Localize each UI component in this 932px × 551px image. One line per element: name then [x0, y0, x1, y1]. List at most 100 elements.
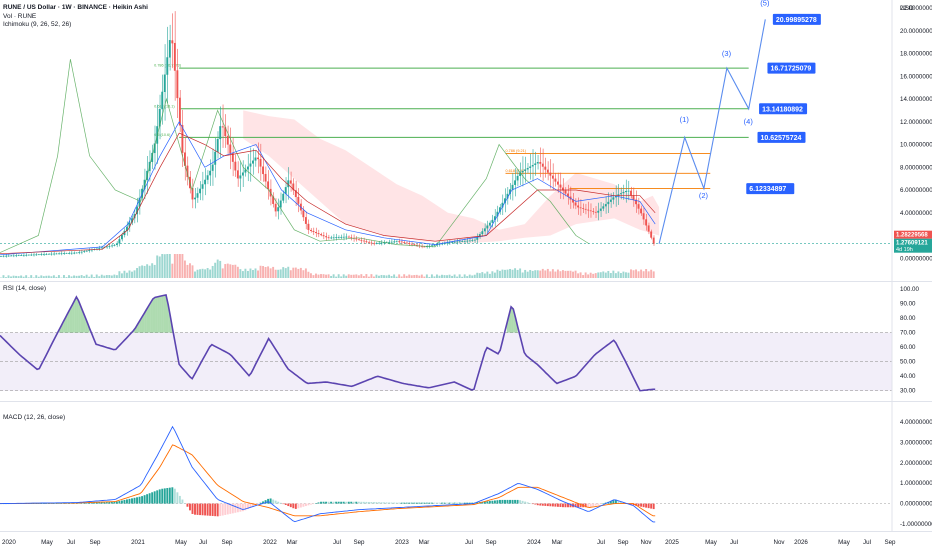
- volume-bar: [55, 277, 57, 278]
- volume-bar: [265, 267, 267, 278]
- candle-body: [35, 254, 37, 255]
- macd-histogram-bar: [338, 502, 340, 504]
- candle-body: [423, 247, 425, 248]
- volume-bar: [224, 264, 226, 278]
- volume-bar: [300, 268, 302, 278]
- macd-histogram-bar: [391, 503, 393, 504]
- volume-bar: [33, 277, 35, 278]
- candle-body: [73, 253, 75, 254]
- macd-histogram-bar: [426, 503, 428, 504]
- macd-histogram-bar: [441, 503, 443, 504]
- macd-chart[interactable]: 4.000000003.000000002.000000001.00000000…: [0, 402, 932, 532]
- volume-bar: [169, 254, 171, 278]
- macd-histogram-bar: [292, 504, 294, 509]
- macd-histogram-bar: [358, 502, 360, 504]
- macd-histogram-bar: [529, 503, 531, 504]
- macd-histogram-bar: [418, 503, 420, 504]
- candle-body: [607, 202, 609, 204]
- macd-histogram-bar: [348, 502, 350, 504]
- volume-bar: [433, 276, 435, 278]
- candle-body: [456, 242, 458, 243]
- volume-bar: [15, 276, 17, 278]
- price-panel[interactable]: RUNE / US Dollar · 1W · BINANCE · Heikin…: [0, 0, 932, 281]
- volume-bar: [86, 275, 88, 278]
- volume-bar: [277, 270, 279, 278]
- macd-histogram-bar: [121, 501, 123, 504]
- macd-histogram-bar: [406, 503, 408, 504]
- bar-countdown: 4d 19h: [896, 247, 913, 253]
- candle-body: [643, 213, 645, 219]
- volume-bar: [643, 271, 645, 278]
- volume-bar: [348, 274, 350, 278]
- volume-bar: [476, 273, 478, 278]
- volume-bar: [66, 277, 68, 278]
- candle-body: [174, 43, 176, 71]
- date-tick-label: Sep: [884, 539, 896, 546]
- candle-body: [330, 238, 332, 239]
- macd-histogram-bar: [494, 500, 496, 503]
- macd-histogram-bar: [204, 504, 206, 516]
- candle-body: [650, 232, 652, 238]
- rsi-chart[interactable]: 100.0090.0080.0070.0060.0050.0040.0030.0…: [0, 282, 932, 402]
- macd-histogram-bar: [340, 502, 342, 504]
- macd-histogram-bar: [169, 488, 171, 504]
- candle-body: [252, 161, 254, 164]
- candle-body: [50, 254, 52, 255]
- wave-label: (5): [760, 0, 770, 8]
- macd-histogram-bar: [181, 500, 183, 504]
- rsi-tick-label: 40.00: [900, 373, 916, 380]
- candle-body: [454, 242, 456, 243]
- candle-body: [398, 241, 400, 242]
- rsi-tick-label: 80.00: [900, 315, 916, 322]
- candle-body: [313, 231, 315, 232]
- volume-bar: [617, 271, 619, 278]
- volume-bar: [575, 271, 577, 278]
- macd-histogram-bar: [302, 504, 304, 507]
- candle-body: [590, 210, 592, 211]
- candle-body: [280, 201, 282, 208]
- macd-histogram-bar: [396, 503, 398, 504]
- macd-histogram-bar: [592, 504, 594, 507]
- volume-bar: [486, 272, 488, 278]
- macd-histogram-bar: [234, 504, 236, 513]
- volume-bar: [502, 270, 504, 278]
- volume-bar: [474, 275, 476, 278]
- volume-bar: [648, 271, 650, 278]
- volume-bar: [252, 270, 254, 278]
- volume-bar: [444, 275, 446, 278]
- volume-bar: [365, 274, 367, 278]
- volume-bar: [509, 269, 511, 278]
- volume-bar: [192, 265, 194, 278]
- volume-bar: [572, 272, 574, 278]
- macd-histogram-bar: [504, 500, 506, 504]
- volume-bar: [449, 275, 451, 278]
- candle-body: [28, 255, 30, 256]
- price-chart[interactable]: 0.786 (16.7173)0.618 (13.1)0.5 (10.6)0.7…: [0, 0, 932, 281]
- candle-body: [30, 255, 32, 256]
- rsi-overbought-fill: [153, 297, 155, 332]
- volume-bar: [272, 267, 274, 278]
- volume-bar: [270, 268, 272, 278]
- macd-histogram-bar: [129, 499, 131, 504]
- candle-body: [81, 252, 83, 253]
- candle-body: [547, 170, 549, 173]
- volume-bar: [605, 273, 607, 278]
- volume-bar: [189, 263, 191, 278]
- volume-bar: [136, 268, 138, 278]
- candle-body: [489, 223, 491, 226]
- candle-body: [363, 241, 365, 242]
- target-tag-value: 13.14180892: [762, 106, 803, 113]
- volume-bar: [534, 270, 536, 278]
- volume-bar: [373, 277, 375, 278]
- volume-bar: [28, 277, 30, 278]
- macd-histogram-bar: [650, 504, 652, 509]
- candle-body: [381, 243, 383, 244]
- candle-body: [580, 207, 582, 208]
- macd-histogram-bar: [612, 500, 614, 503]
- volume-bar: [547, 269, 549, 278]
- date-tick-label: Jul: [863, 539, 871, 546]
- volume-bar: [287, 267, 289, 278]
- candle-body: [577, 205, 579, 207]
